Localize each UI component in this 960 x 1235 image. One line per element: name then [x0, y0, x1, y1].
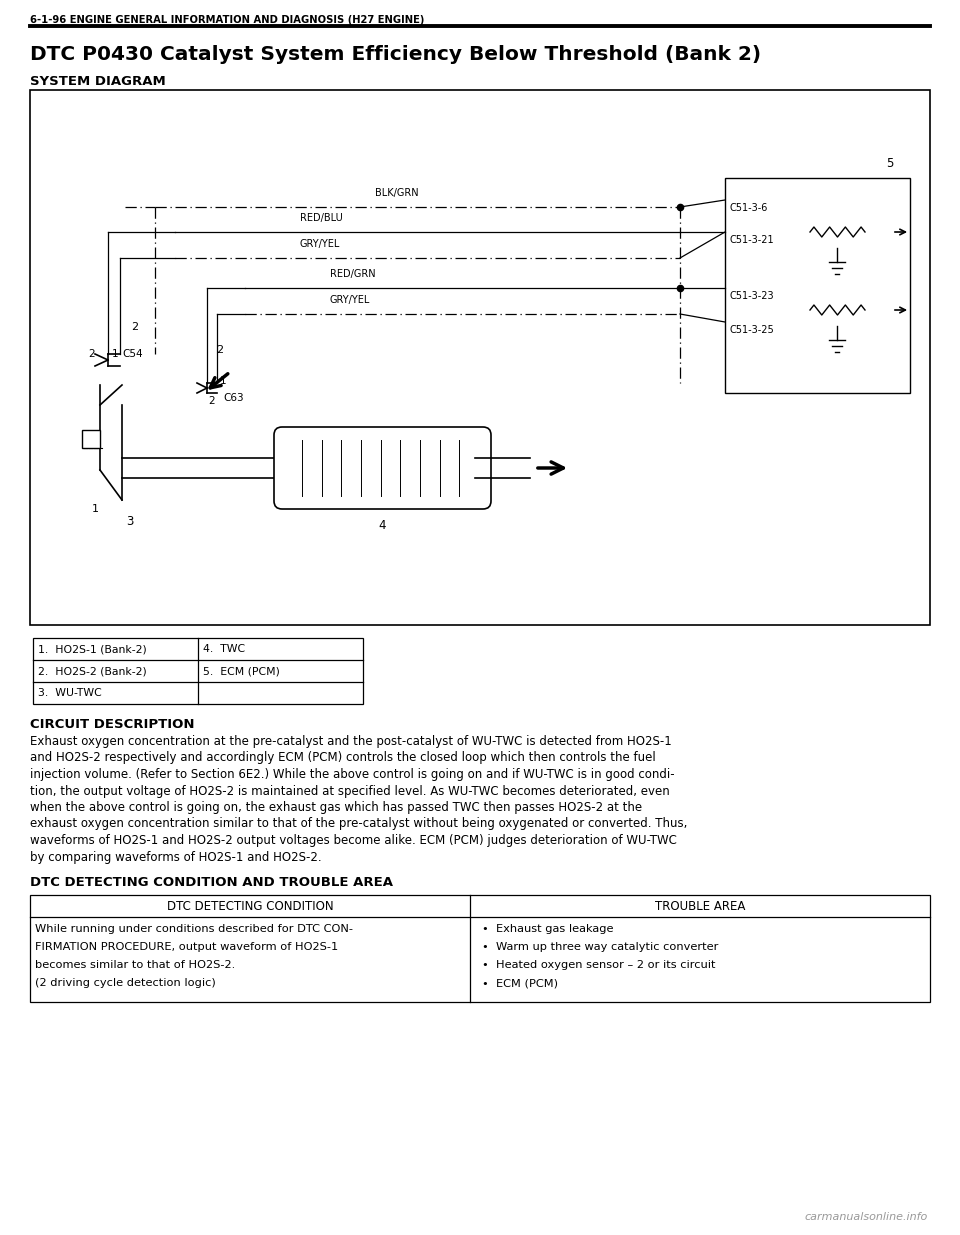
Text: 2: 2 — [88, 350, 95, 359]
Text: •  Exhaust gas leakage: • Exhaust gas leakage — [482, 924, 613, 934]
Text: 5.  ECM (PCM): 5. ECM (PCM) — [203, 666, 280, 676]
Text: DTC DETECTING CONDITION: DTC DETECTING CONDITION — [167, 899, 333, 913]
Text: C51-3-25: C51-3-25 — [730, 325, 775, 335]
Text: GRY/YEL: GRY/YEL — [330, 295, 371, 305]
Text: 4.  TWC: 4. TWC — [203, 643, 245, 655]
Text: •  Heated oxygen sensor – 2 or its circuit: • Heated oxygen sensor – 2 or its circui… — [482, 960, 715, 969]
Text: 2: 2 — [208, 396, 215, 406]
Text: DTC P0430 Catalyst System Efficiency Below Threshold (Bank 2): DTC P0430 Catalyst System Efficiency Bel… — [30, 44, 761, 64]
Text: GRY/YEL: GRY/YEL — [300, 240, 341, 249]
Text: 2.  HO2S-2 (Bank-2): 2. HO2S-2 (Bank-2) — [38, 666, 147, 676]
Text: 5: 5 — [886, 157, 894, 170]
Text: TROUBLE AREA: TROUBLE AREA — [655, 899, 745, 913]
Text: by comparing waveforms of HO2S-1 and HO2S-2.: by comparing waveforms of HO2S-1 and HO2… — [30, 851, 322, 863]
Text: injection volume. (Refer to Section 6E2.) While the above control is going on an: injection volume. (Refer to Section 6E2.… — [30, 768, 675, 781]
Text: 6-1-96 ENGINE GENERAL INFORMATION AND DIAGNOSIS (H27 ENGINE): 6-1-96 ENGINE GENERAL INFORMATION AND DI… — [30, 15, 424, 25]
Text: Exhaust oxygen concentration at the pre-catalyst and the post-catalyst of WU-TWC: Exhaust oxygen concentration at the pre-… — [30, 735, 672, 748]
Text: 1: 1 — [111, 350, 118, 359]
FancyBboxPatch shape — [274, 427, 491, 509]
Text: and HO2S-2 respectively and accordingly ECM (PCM) controls the closed loop which: and HO2S-2 respectively and accordingly … — [30, 752, 656, 764]
Text: waveforms of HO2S-1 and HO2S-2 output voltages become alike. ECM (PCM) judges de: waveforms of HO2S-1 and HO2S-2 output vo… — [30, 834, 677, 847]
Text: 3: 3 — [127, 515, 133, 529]
Bar — [33, 638, 363, 704]
Text: C63: C63 — [223, 393, 244, 403]
Bar — [30, 895, 930, 1002]
Text: BLK/GRN: BLK/GRN — [375, 188, 419, 198]
Text: 3.  WU-TWC: 3. WU-TWC — [38, 688, 102, 698]
Text: While running under conditions described for DTC CON-: While running under conditions described… — [35, 924, 353, 934]
Text: 2: 2 — [132, 322, 138, 332]
Text: C51-3-6: C51-3-6 — [730, 203, 768, 212]
Text: 2: 2 — [216, 345, 224, 354]
Text: C51-3-21: C51-3-21 — [730, 235, 775, 245]
Text: becomes similar to that of HO2S-2.: becomes similar to that of HO2S-2. — [35, 960, 235, 969]
Text: RED/GRN: RED/GRN — [330, 269, 375, 279]
Text: FIRMATION PROCEDURE, output waveform of HO2S-1: FIRMATION PROCEDURE, output waveform of … — [35, 942, 338, 952]
Text: when the above control is going on, the exhaust gas which has passed TWC then pa: when the above control is going on, the … — [30, 802, 642, 814]
Bar — [30, 90, 930, 625]
Text: SYSTEM DIAGRAM: SYSTEM DIAGRAM — [30, 75, 166, 88]
Text: exhaust oxygen concentration similar to that of the pre-catalyst without being o: exhaust oxygen concentration similar to … — [30, 818, 687, 830]
Text: 1.  HO2S-1 (Bank-2): 1. HO2S-1 (Bank-2) — [38, 643, 147, 655]
Bar — [82, 430, 100, 448]
Text: CIRCUIT DESCRIPTION: CIRCUIT DESCRIPTION — [30, 718, 195, 731]
Text: RED/BLU: RED/BLU — [300, 212, 343, 224]
Text: 1: 1 — [91, 504, 99, 514]
Text: C51-3-23: C51-3-23 — [730, 291, 775, 301]
Text: •  ECM (PCM): • ECM (PCM) — [482, 978, 558, 988]
Text: (2 driving cycle detection logic): (2 driving cycle detection logic) — [35, 978, 216, 988]
Text: tion, the output voltage of HO2S-2 is maintained at specified level. As WU-TWC b: tion, the output voltage of HO2S-2 is ma… — [30, 784, 670, 798]
Text: 4: 4 — [378, 519, 386, 532]
Text: C54: C54 — [122, 350, 143, 359]
Text: DTC DETECTING CONDITION AND TROUBLE AREA: DTC DETECTING CONDITION AND TROUBLE AREA — [30, 876, 393, 889]
Text: 1: 1 — [220, 375, 227, 387]
Text: •  Warm up three way catalytic converter: • Warm up three way catalytic converter — [482, 942, 718, 952]
Bar — [725, 178, 910, 393]
Text: carmanualsonline.info: carmanualsonline.info — [804, 1212, 928, 1221]
